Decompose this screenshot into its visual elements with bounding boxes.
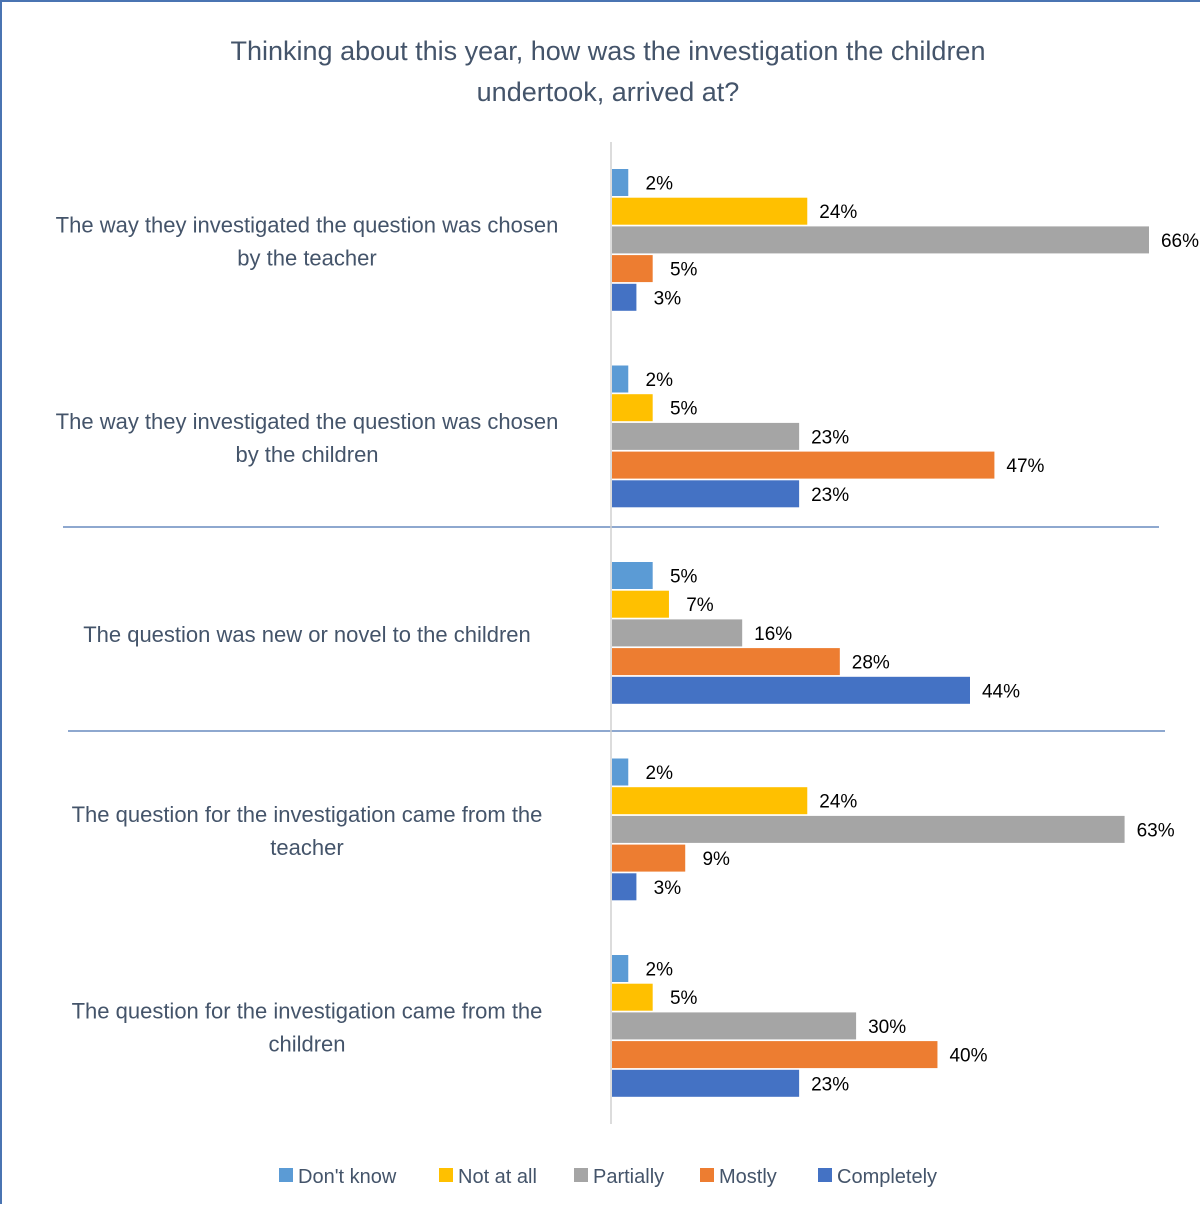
legend-swatch — [818, 1168, 832, 1182]
chart-title: Thinking about this year, how was the in… — [231, 36, 986, 107]
data-label: 40% — [949, 1046, 987, 1067]
bar — [612, 787, 808, 815]
chart-title-line: undertook, arrived at? — [477, 77, 740, 107]
bar — [612, 1012, 857, 1040]
data-label: 44% — [982, 681, 1020, 702]
legend-label: Don't know — [298, 1166, 397, 1188]
data-label: 23% — [811, 485, 849, 506]
data-label: 9% — [702, 849, 730, 870]
bar — [612, 394, 653, 422]
legend-swatch — [574, 1168, 588, 1182]
category-label: The question was new or novel to the chi… — [83, 622, 531, 647]
bar — [612, 844, 686, 872]
bar — [612, 480, 800, 508]
chart-title-line: Thinking about this year, how was the in… — [231, 36, 986, 66]
bar — [612, 1041, 938, 1069]
category-label: The way they investigated the question w… — [56, 212, 559, 237]
data-label: 63% — [1137, 820, 1175, 841]
data-labels: 2% 24% 66% 5% 3% 2% 5% 23% 47% 23% 5% 7% 16% 28% 44% 2%… — [646, 174, 1200, 1096]
legend-swatch — [700, 1168, 714, 1182]
category-label: children — [268, 1031, 345, 1056]
bar — [612, 983, 653, 1011]
bar — [612, 197, 808, 225]
bar — [612, 365, 629, 393]
category-label: teacher — [270, 835, 343, 860]
data-label: 3% — [654, 288, 682, 309]
data-label: 5% — [670, 260, 698, 281]
data-label: 30% — [868, 1017, 906, 1038]
legend-label: Completely — [837, 1166, 937, 1188]
data-label: 47% — [1006, 456, 1044, 477]
bar — [612, 758, 629, 786]
data-label: 5% — [670, 399, 698, 420]
bar — [612, 676, 970, 704]
bar — [612, 1069, 800, 1097]
data-label: 28% — [852, 653, 890, 674]
legend-label: Mostly — [719, 1166, 777, 1188]
data-label: 2% — [646, 763, 674, 784]
category-label: The way they investigated the question w… — [56, 409, 559, 434]
data-label: 5% — [670, 988, 698, 1009]
bar — [612, 422, 800, 450]
bars — [612, 169, 1149, 1097]
data-label: 2% — [646, 174, 674, 195]
data-label: 23% — [811, 427, 849, 448]
bar — [612, 255, 653, 283]
category-label: by the teacher — [237, 245, 376, 270]
category-labels: The way they investigated the question w… — [56, 212, 559, 1056]
category-label: by the children — [235, 442, 378, 467]
bar — [612, 169, 629, 196]
legend-swatch — [279, 1168, 293, 1182]
data-label: 5% — [670, 567, 698, 588]
legend: Don't know Not at all Partially Mostly Compl… — [279, 1166, 937, 1188]
bar — [612, 815, 1125, 843]
data-label: 3% — [654, 878, 682, 899]
legend-swatch — [439, 1168, 453, 1182]
legend-label: Not at all — [458, 1166, 537, 1188]
data-label: 24% — [819, 202, 857, 223]
bar — [612, 648, 840, 676]
data-label: 16% — [754, 624, 792, 645]
data-label: 2% — [646, 960, 674, 981]
data-label: 66% — [1161, 231, 1199, 252]
legend-label: Partially — [593, 1166, 664, 1188]
category-label: The question for the investigation came … — [72, 802, 543, 827]
bar — [612, 226, 1149, 254]
bar — [612, 590, 669, 618]
data-label: 23% — [811, 1074, 849, 1095]
data-label: 2% — [646, 370, 674, 391]
bar — [612, 451, 995, 479]
data-label: 24% — [819, 792, 857, 813]
bar — [612, 619, 743, 647]
bar — [612, 955, 629, 982]
bar — [612, 283, 637, 311]
bar — [612, 562, 653, 589]
data-label: 7% — [686, 595, 714, 616]
category-label: The question for the investigation came … — [72, 998, 543, 1023]
bar — [612, 873, 637, 901]
